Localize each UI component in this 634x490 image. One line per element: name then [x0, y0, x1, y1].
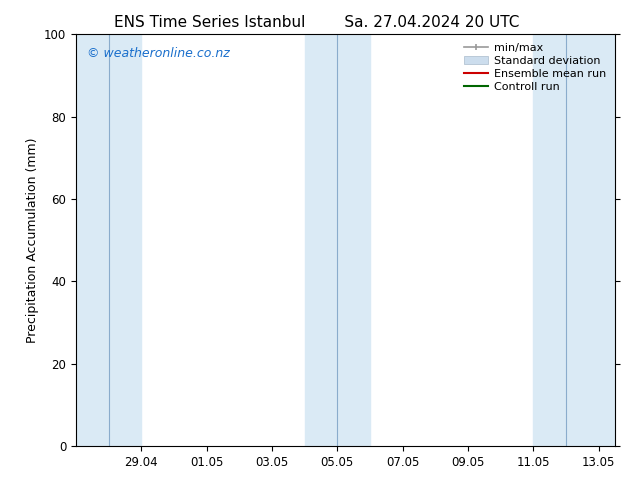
Text: ENS Time Series Istanbul        Sa. 27.04.2024 20 UTC: ENS Time Series Istanbul Sa. 27.04.2024 …	[114, 15, 520, 30]
Bar	[76, 34, 141, 446]
Bar	[533, 34, 615, 446]
Y-axis label: Precipitation Accumulation (mm): Precipitation Accumulation (mm)	[25, 137, 39, 343]
Bar	[305, 34, 370, 446]
Text: © weatheronline.co.nz: © weatheronline.co.nz	[87, 47, 230, 60]
Legend: min/max, Standard deviation, Ensemble mean run, Controll run: min/max, Standard deviation, Ensemble me…	[460, 40, 609, 95]
